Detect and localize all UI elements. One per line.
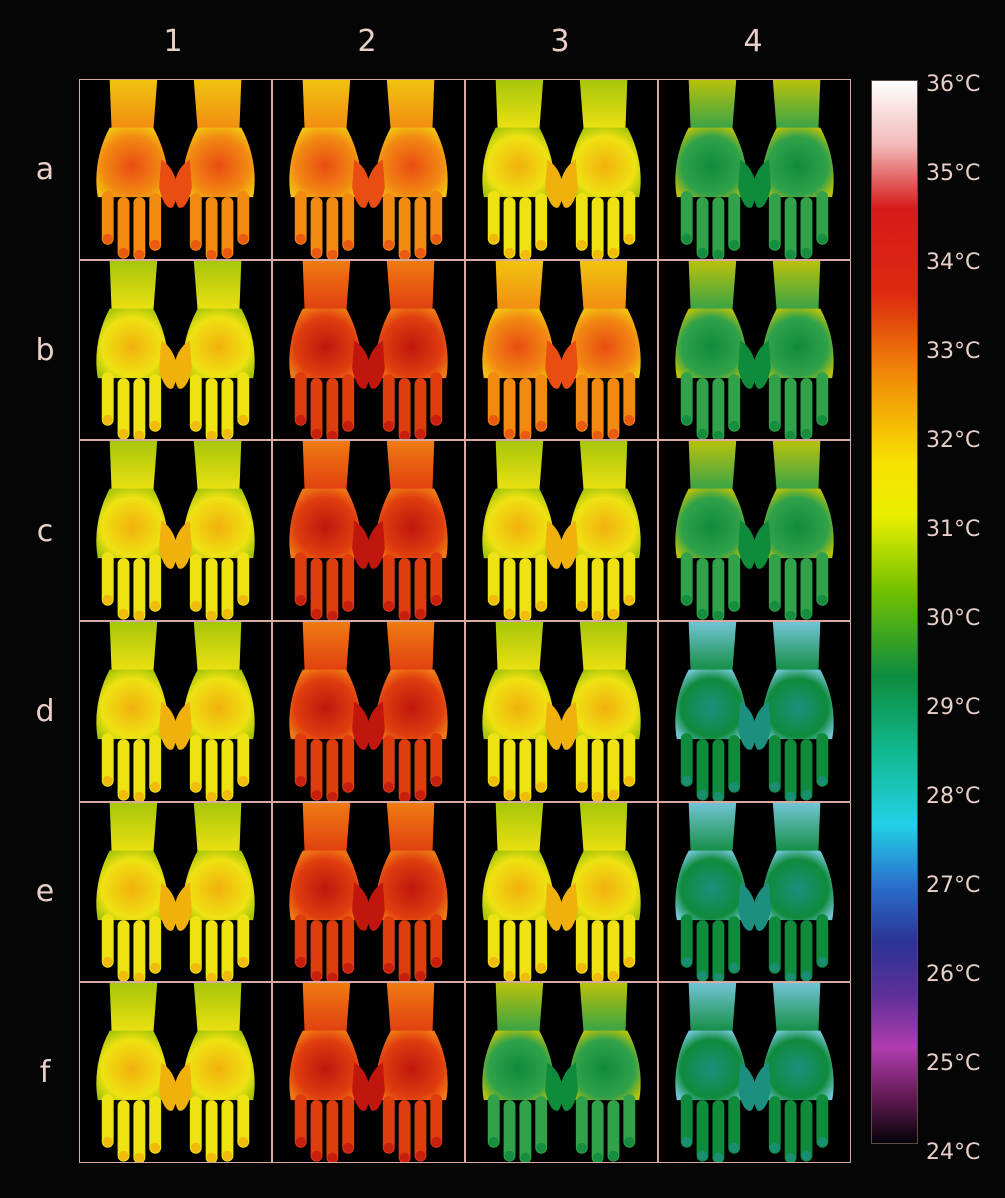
left-hand [675, 622, 756, 801]
left-hand [96, 983, 177, 1162]
thermal-image-f3 [466, 983, 659, 1162]
row-label-a: a [35, 152, 55, 187]
left-hand [96, 80, 177, 259]
left-hand [482, 802, 563, 982]
temperature-colorbar [871, 80, 918, 1144]
right-hand [753, 80, 834, 259]
left-hand [96, 622, 177, 801]
thermal-image-c1 [80, 441, 273, 622]
right-hand [367, 622, 448, 801]
left-hand [675, 80, 756, 259]
right-hand [753, 260, 834, 440]
scale-label-26: 26°C [926, 962, 981, 987]
left-hand [289, 983, 370, 1162]
left-hand [482, 80, 563, 259]
left-hand [96, 802, 177, 982]
left-hand [675, 983, 756, 1162]
scale-label-27: 27°C [926, 873, 981, 898]
left-hand [482, 983, 563, 1162]
right-hand [174, 622, 255, 801]
left-hand [96, 441, 177, 620]
right-hand [367, 983, 448, 1162]
thermal-image-c4 [659, 441, 850, 622]
row-label-c: c [36, 514, 54, 549]
thermal-image-b4 [659, 260, 850, 442]
right-hand [560, 80, 641, 259]
thermal-image-d3 [466, 622, 659, 803]
scale-label-24: 24°C [926, 1140, 981, 1165]
thermal-image-d1 [80, 622, 273, 803]
right-hand [560, 802, 641, 982]
scale-label-31: 31°C [926, 517, 981, 542]
thermal-image-d2 [273, 622, 466, 803]
right-hand [367, 802, 448, 982]
scale-label-33: 33°C [926, 339, 981, 364]
right-hand [560, 622, 641, 801]
right-hand [560, 441, 641, 620]
left-hand [675, 441, 756, 620]
thermal-image-b2 [273, 260, 466, 442]
left-hand [482, 260, 563, 440]
thermal-image-c2 [273, 441, 466, 622]
thermal-image-a1 [80, 80, 273, 261]
row-label-f: f [39, 1055, 51, 1090]
row-label-e: e [35, 874, 55, 909]
right-hand [174, 80, 255, 259]
left-hand [289, 80, 370, 259]
right-hand [367, 80, 448, 259]
scale-label-30: 30°C [926, 606, 981, 631]
thermal-image-c3 [466, 441, 659, 622]
left-hand [675, 802, 756, 982]
column-label-3: 3 [550, 24, 570, 59]
left-hand [96, 260, 177, 440]
thermal-image-b1 [80, 260, 273, 442]
thermal-image-grid [79, 79, 851, 1163]
right-hand [174, 802, 255, 982]
left-hand [482, 622, 563, 801]
left-hand [289, 441, 370, 620]
thermal-image-a3 [466, 80, 659, 261]
right-hand [174, 260, 255, 440]
right-hand [367, 260, 448, 440]
right-hand [560, 260, 641, 440]
scale-label-34: 34°C [926, 250, 981, 275]
left-hand [675, 260, 756, 440]
left-hand [482, 441, 563, 620]
thermal-image-f1 [80, 983, 273, 1162]
right-hand [174, 441, 255, 620]
scale-label-29: 29°C [926, 695, 981, 720]
right-hand [367, 441, 448, 620]
thermal-image-e1 [80, 802, 273, 984]
row-label-b: b [35, 333, 55, 368]
row-label-d: d [35, 694, 55, 729]
thermal-image-b3 [466, 260, 659, 442]
thermal-image-e4 [659, 802, 850, 984]
scale-label-28: 28°C [926, 784, 981, 809]
thermal-image-f4 [659, 983, 850, 1162]
right-hand [753, 802, 834, 982]
scale-label-25: 25°C [926, 1051, 981, 1076]
thermal-image-a2 [273, 80, 466, 261]
right-hand [560, 983, 641, 1162]
scale-label-32: 32°C [926, 428, 981, 453]
right-hand [174, 983, 255, 1162]
left-hand [289, 622, 370, 801]
right-hand [753, 622, 834, 801]
thermal-image-e3 [466, 802, 659, 984]
right-hand [753, 983, 834, 1162]
scale-label-35: 35°C [926, 161, 981, 186]
scale-label-36: 36°C [926, 72, 981, 97]
left-hand [289, 260, 370, 440]
left-hand [289, 802, 370, 982]
column-label-1: 1 [163, 24, 183, 59]
column-label-2: 2 [357, 24, 377, 59]
thermal-image-d4 [659, 622, 850, 803]
thermal-image-f2 [273, 983, 466, 1162]
column-label-4: 4 [743, 24, 763, 59]
thermal-image-e2 [273, 802, 466, 984]
thermal-image-a4 [659, 80, 850, 261]
right-hand [753, 441, 834, 620]
